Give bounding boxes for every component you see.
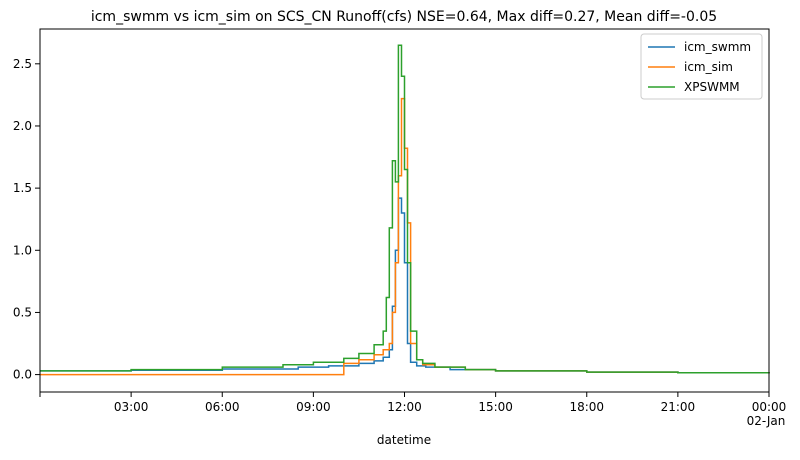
y-tick-label: 0.0 (13, 368, 32, 382)
y-tick-label: 1.0 (13, 243, 32, 257)
plot-lines (40, 44, 770, 376)
series-line-xpswmm (40, 44, 770, 374)
x-tick-label: 06:00 (205, 400, 240, 414)
x-tick-label: 21:00 (661, 400, 696, 414)
x-tick-label: 00:00 (752, 400, 787, 414)
x-tick-sublabel: 02-Jan (747, 414, 786, 428)
legend-label: icm_sim (684, 60, 733, 74)
x-axis-label: datetime (377, 433, 431, 447)
y-tick-label: 0.5 (13, 305, 32, 319)
legend-label: XPSWMM (684, 80, 740, 94)
x-tick-label: 15:00 (478, 400, 513, 414)
y-tick-label: 2.0 (13, 119, 32, 133)
y-axis: 0.0 0.5 1.0 1.5 2.0 2.5 (13, 57, 40, 382)
legend: icm_swmm icm_sim XPSWMM (640, 33, 763, 100)
x-tick-label: 03:00 (114, 400, 149, 414)
y-tick-label: 1.5 (13, 181, 32, 195)
x-tick-label: 18:00 (569, 400, 604, 414)
series-line-icm-swmm (40, 197, 770, 374)
y-tick-label: 2.5 (13, 57, 32, 71)
legend-box (640, 33, 763, 100)
legend-label: icm_swmm (684, 40, 751, 54)
x-tick-label: 12:00 (387, 400, 422, 414)
x-axis: 03:00 06:00 09:00 12:00 15:00 18:00 21:00 00:00… (39, 392, 787, 428)
x-tick-label: 09:00 (296, 400, 331, 414)
chart-title: icm_swmm vs icm_sim on SCS_CN Runoff(cfs… (91, 9, 717, 25)
